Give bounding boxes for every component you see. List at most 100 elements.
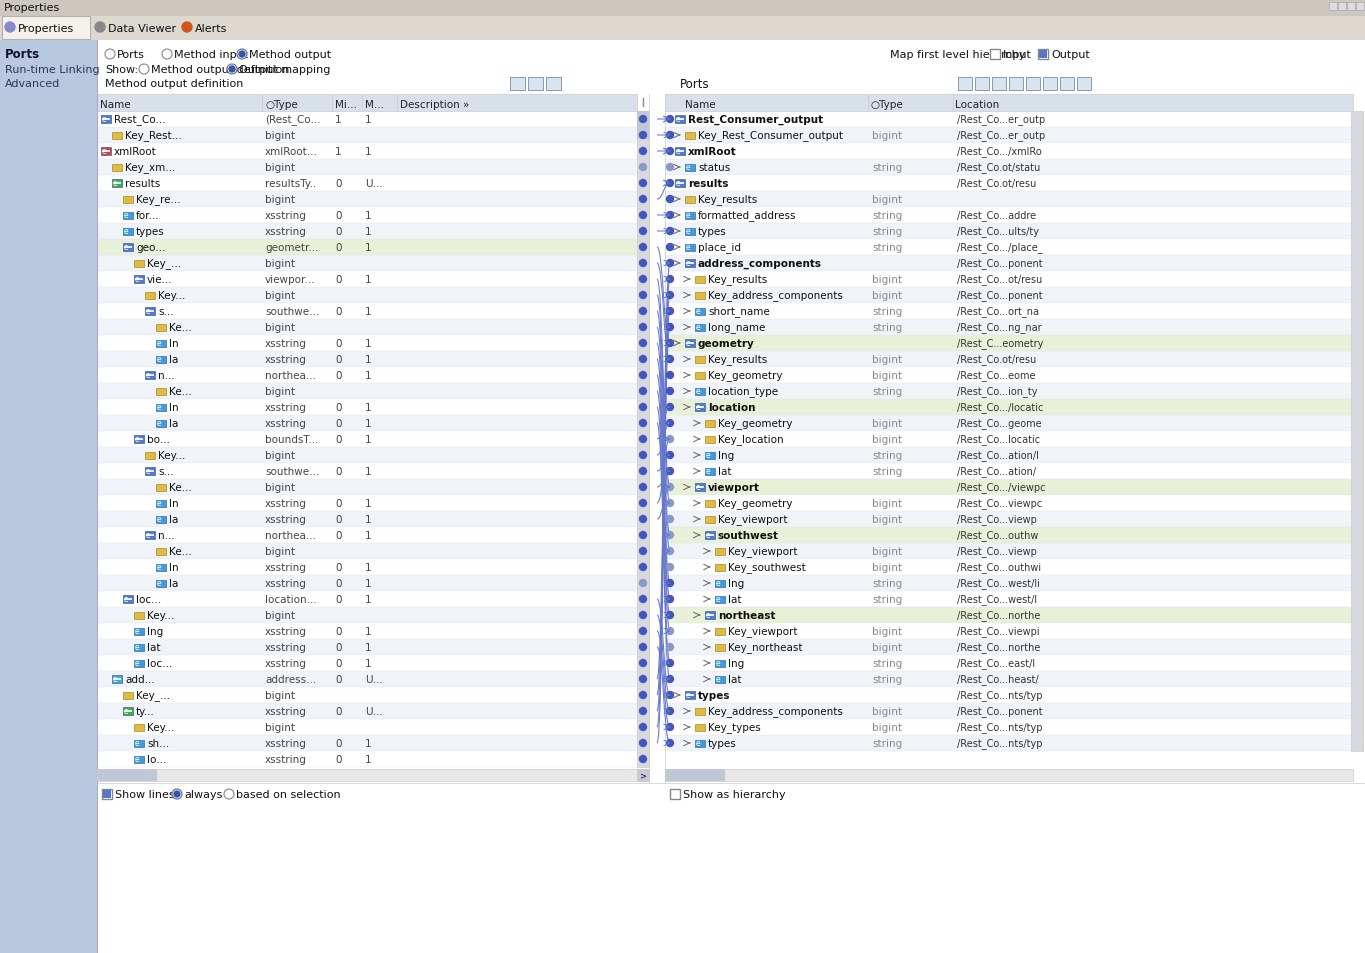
Bar bbox=[97, 783, 1365, 805]
Bar bbox=[97, 703, 637, 720]
Bar bbox=[102, 789, 112, 800]
Circle shape bbox=[139, 65, 149, 75]
Text: xmlRoot: xmlRoot bbox=[115, 147, 157, 157]
Text: Key_address_components: Key_address_components bbox=[708, 706, 842, 717]
Bar bbox=[637, 112, 648, 767]
Circle shape bbox=[639, 756, 647, 762]
Text: 1: 1 bbox=[364, 435, 371, 444]
Text: ln: ln bbox=[169, 498, 179, 509]
Bar bbox=[145, 293, 156, 299]
Text: Ports: Ports bbox=[680, 77, 710, 91]
Text: 1: 1 bbox=[364, 355, 371, 365]
Bar bbox=[156, 548, 167, 556]
Text: loc...: loc... bbox=[147, 659, 172, 668]
Text: string: string bbox=[872, 467, 902, 476]
Bar bbox=[695, 740, 704, 747]
Text: e: e bbox=[146, 371, 150, 380]
Text: /Rest_Co...ponent: /Rest_Co...ponent bbox=[957, 706, 1043, 717]
Text: Ke...: Ke... bbox=[169, 546, 191, 557]
Circle shape bbox=[666, 149, 673, 155]
Text: Map first level hierarchy: Map first level hierarchy bbox=[890, 50, 1025, 60]
Text: bo...: bo... bbox=[147, 435, 171, 444]
Text: e: e bbox=[687, 259, 691, 268]
Bar bbox=[715, 677, 725, 683]
Text: 1: 1 bbox=[364, 147, 371, 157]
Text: 0: 0 bbox=[334, 307, 341, 316]
Bar bbox=[685, 213, 695, 220]
Text: 1: 1 bbox=[364, 515, 371, 524]
Bar bbox=[97, 720, 637, 735]
Text: string: string bbox=[872, 578, 902, 588]
Text: /Rest_Co...heast/: /Rest_Co...heast/ bbox=[957, 674, 1039, 685]
Text: e: e bbox=[717, 595, 721, 604]
Text: e: e bbox=[157, 403, 161, 412]
Text: e: e bbox=[696, 307, 700, 316]
Text: bigint: bigint bbox=[872, 291, 902, 301]
Text: /Rest_Co...nts/typ: /Rest_Co...nts/typ bbox=[957, 690, 1043, 700]
Bar bbox=[112, 132, 121, 140]
Circle shape bbox=[182, 23, 192, 33]
Text: la: la bbox=[169, 578, 179, 588]
Bar bbox=[134, 724, 143, 731]
Text: Key...: Key... bbox=[158, 291, 186, 301]
Text: types: types bbox=[136, 227, 165, 236]
Circle shape bbox=[224, 789, 233, 800]
Bar bbox=[145, 468, 156, 476]
Text: e: e bbox=[135, 435, 139, 444]
Text: 0: 0 bbox=[334, 642, 341, 652]
Bar bbox=[685, 245, 695, 252]
Bar bbox=[676, 180, 685, 188]
Bar bbox=[97, 751, 637, 767]
Text: short_name: short_name bbox=[708, 306, 770, 317]
Text: xsstring: xsstring bbox=[265, 739, 307, 748]
Bar bbox=[670, 789, 680, 800]
Text: vie...: vie... bbox=[147, 274, 172, 285]
Bar bbox=[695, 403, 704, 412]
Text: 1: 1 bbox=[334, 147, 341, 157]
Text: e: e bbox=[157, 578, 161, 588]
Text: Key_location: Key_location bbox=[718, 434, 784, 445]
Bar bbox=[97, 335, 637, 352]
Bar bbox=[648, 95, 665, 770]
Circle shape bbox=[639, 420, 647, 427]
Text: /Rest_Co...geome: /Rest_Co...geome bbox=[957, 418, 1041, 429]
Text: 1: 1 bbox=[364, 227, 371, 236]
Text: Key_northeast: Key_northeast bbox=[728, 642, 803, 653]
Text: ○Type: ○Type bbox=[870, 99, 902, 110]
Text: lat: lat bbox=[718, 467, 732, 476]
Text: /Rest_Co...viewpc: /Rest_Co...viewpc bbox=[957, 498, 1043, 509]
Text: geometr...: geometr... bbox=[265, 243, 318, 253]
Bar bbox=[156, 389, 167, 395]
Circle shape bbox=[666, 612, 673, 618]
Text: 1: 1 bbox=[364, 307, 371, 316]
Bar bbox=[0, 41, 97, 953]
Bar bbox=[665, 208, 1353, 224]
Text: /Rest_Co...er_outp: /Rest_Co...er_outp bbox=[957, 114, 1046, 126]
Bar bbox=[97, 399, 637, 416]
Bar bbox=[97, 479, 637, 496]
Text: e: e bbox=[102, 115, 106, 125]
Text: 0: 0 bbox=[334, 467, 341, 476]
Circle shape bbox=[227, 65, 238, 75]
Bar bbox=[97, 288, 637, 304]
Text: bigint: bigint bbox=[872, 706, 902, 717]
Bar bbox=[665, 128, 1353, 144]
Text: e: e bbox=[124, 212, 128, 220]
Text: e: e bbox=[696, 323, 700, 333]
Bar bbox=[0, 17, 1365, 41]
Circle shape bbox=[96, 23, 105, 33]
Bar bbox=[975, 78, 990, 91]
Text: e: e bbox=[676, 148, 681, 156]
Text: results: results bbox=[688, 179, 729, 189]
Bar bbox=[97, 319, 637, 335]
Text: bigint: bigint bbox=[265, 258, 295, 269]
Text: xsstring: xsstring bbox=[265, 227, 307, 236]
Circle shape bbox=[639, 372, 647, 379]
Bar bbox=[123, 213, 132, 220]
Text: e: e bbox=[102, 148, 106, 156]
Bar bbox=[123, 692, 132, 700]
Text: 0: 0 bbox=[334, 227, 341, 236]
Text: results: results bbox=[126, 179, 160, 189]
Circle shape bbox=[639, 356, 647, 363]
Circle shape bbox=[639, 596, 647, 603]
